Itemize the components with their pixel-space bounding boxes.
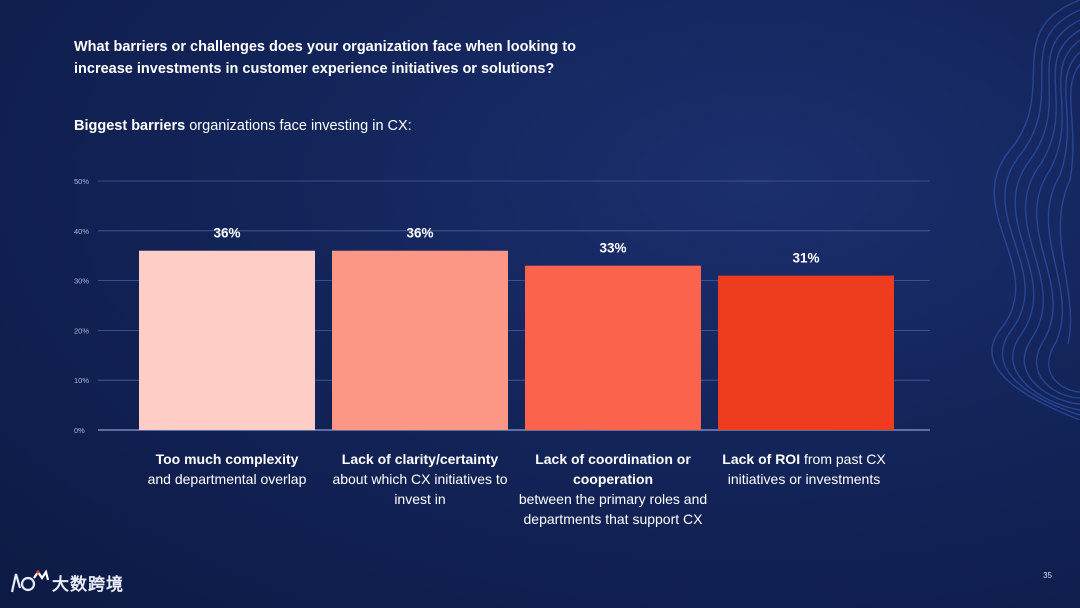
bar bbox=[139, 250, 315, 430]
wave-pattern-decoration bbox=[991, 0, 1080, 420]
category-label-bold: Lack of coordination or cooperation bbox=[535, 451, 691, 487]
data-label: 33% bbox=[599, 241, 626, 256]
category-label-text: and departmental overlap bbox=[147, 471, 307, 487]
logo-text: 大数跨境 bbox=[52, 574, 124, 594]
logo-icon bbox=[10, 569, 50, 593]
y-tick-label: 40% bbox=[74, 227, 89, 236]
category-label-text: from past CX initiatives or investments bbox=[727, 451, 886, 487]
watermark-logo: 大数跨境 bbox=[8, 568, 124, 596]
bar bbox=[332, 250, 508, 430]
category-label-complexity: Too much complexity and departmental ove… bbox=[132, 449, 322, 489]
chart-subtitle: Biggest barriers organizations face inve… bbox=[74, 118, 412, 134]
category-label-bold: Lack of ROI bbox=[722, 451, 801, 467]
category-label-text: about which CX initiatives to invest in bbox=[332, 471, 508, 507]
subtitle-bold: Biggest barriers bbox=[74, 118, 186, 134]
page-number: 35 bbox=[1043, 571, 1052, 580]
category-label-bold: Lack of clarity/certainty bbox=[341, 451, 499, 467]
category-label-bold: Too much complexity bbox=[155, 451, 299, 467]
subtitle-rest: organizations face investing in CX: bbox=[185, 118, 412, 134]
y-tick-label: 10% bbox=[74, 376, 89, 385]
bar bbox=[718, 275, 894, 430]
y-tick-label: 20% bbox=[74, 326, 89, 335]
category-label-roi: Lack of ROI from past CX initiatives or … bbox=[709, 449, 899, 489]
bar bbox=[525, 265, 701, 430]
category-label-coordination: Lack of coordination or cooperation betw… bbox=[518, 449, 708, 529]
data-label: 31% bbox=[792, 251, 819, 266]
y-tick-label: 0% bbox=[74, 426, 85, 435]
data-label: 36% bbox=[213, 226, 240, 241]
category-label-text: between the primary roles and department… bbox=[518, 491, 708, 527]
survey-question: What barriers or challenges does your or… bbox=[74, 39, 576, 77]
data-label: 36% bbox=[406, 226, 433, 241]
y-tick-label: 50% bbox=[74, 177, 89, 186]
y-tick-label: 30% bbox=[74, 277, 89, 286]
category-label-clarity: Lack of clarity/certainty about which CX… bbox=[325, 449, 515, 509]
